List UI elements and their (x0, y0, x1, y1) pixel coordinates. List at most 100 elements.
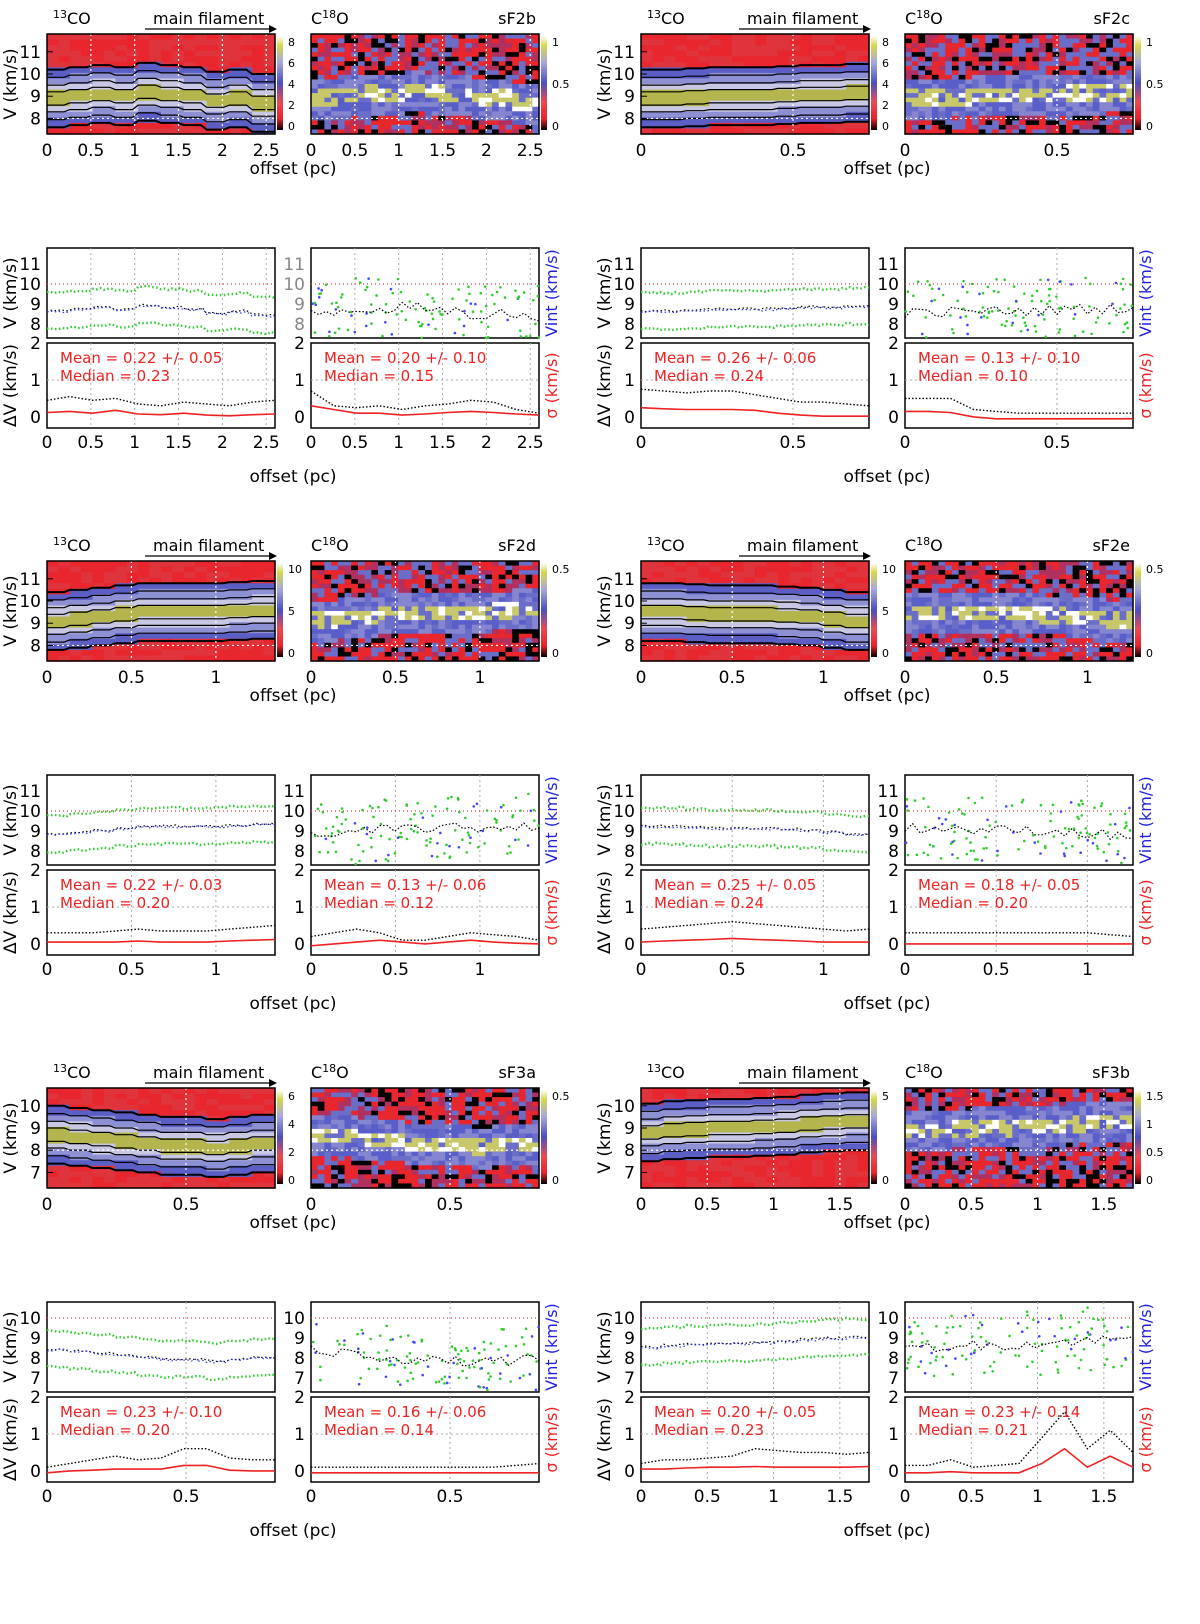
pv-cell (263, 50, 276, 57)
pv-cell (992, 47, 1000, 53)
pv-cell (525, 129, 533, 135)
pv-cell (445, 647, 453, 653)
pv-cell (378, 638, 386, 644)
pv-cell (1065, 106, 1074, 112)
pv-cell (1065, 129, 1074, 135)
pv-cell (1052, 106, 1060, 112)
pv-cell (755, 588, 767, 595)
v-scatter-point (435, 855, 439, 859)
pv-cell (1079, 588, 1087, 594)
pv-cell (465, 106, 473, 112)
pv-cell (364, 79, 372, 85)
pv-cell (698, 50, 710, 57)
pv-cell (229, 45, 242, 52)
pv-cell (92, 95, 105, 102)
pv-cell (525, 102, 533, 108)
pv-cell (431, 574, 440, 580)
pv-cell (958, 574, 966, 580)
ylabel-pv: V (km/s) (1, 48, 21, 119)
pv-cell (1112, 111, 1121, 117)
pv-cell (505, 93, 513, 99)
v-scatter-point (450, 795, 453, 799)
pv-cell (1019, 570, 1027, 576)
pv-cell (263, 594, 276, 601)
pv-cell (972, 129, 980, 135)
pv-cell (324, 56, 332, 62)
pv-cell (1079, 647, 1087, 653)
pv-cell (206, 627, 219, 634)
v-scatter-point (506, 318, 510, 322)
pv-cell (978, 93, 987, 99)
pv-cell (652, 627, 665, 634)
pv-cell (1052, 606, 1060, 612)
pv-cell (471, 102, 480, 108)
pv-cell (398, 570, 406, 576)
pv-cell (1032, 70, 1040, 76)
pv-cell (1112, 65, 1121, 71)
pv-cell (686, 611, 699, 618)
pv-cell (398, 124, 406, 131)
pv-cell (951, 52, 960, 58)
pv-cell (1005, 102, 1013, 108)
pv-cell (945, 38, 953, 44)
pv-cell (931, 606, 940, 612)
pv-cell (331, 129, 339, 135)
pv-cell (1045, 115, 1054, 121)
pv-cell (384, 620, 393, 626)
v-scatter-point (344, 818, 348, 821)
pv-cell (709, 78, 722, 85)
pv-cell (331, 115, 339, 121)
pv-cell (357, 624, 366, 630)
pv-cell (92, 605, 105, 612)
v-tick-label: 8 (624, 315, 635, 335)
pv-cell (766, 644, 779, 651)
pv-cell (445, 611, 453, 617)
pv-cell (532, 642, 540, 648)
pv-cell (1012, 70, 1020, 76)
pv-cell (445, 620, 453, 626)
right-label-v: Vint (km/s) (542, 249, 561, 337)
x-tick-label: 0.5 (118, 960, 145, 980)
pv-cell (1025, 620, 1034, 626)
pv-cell (357, 61, 366, 67)
pv-cell (364, 624, 372, 630)
pv-cell (925, 633, 933, 639)
pv-cell (789, 89, 802, 96)
pv-cell (905, 84, 913, 90)
pv-cell (978, 601, 987, 608)
pv-cell (471, 588, 480, 594)
pv-cell (478, 129, 486, 135)
pv-cell (411, 34, 419, 40)
pv-cell (344, 120, 352, 126)
pv-cell (532, 93, 540, 99)
v-scatter-point (475, 802, 479, 806)
pv-cell (743, 561, 756, 568)
pv-cell (925, 129, 933, 135)
pv-cell (857, 95, 870, 102)
pv-cell (911, 583, 920, 589)
pv-cell (985, 629, 993, 635)
pv-cell (1099, 84, 1107, 90)
x-tick-label: 1.5 (165, 141, 192, 161)
pv-cell (777, 128, 790, 135)
pv-cell (398, 102, 406, 108)
v-scatter-point (486, 335, 490, 339)
pv-cell (905, 61, 913, 67)
pv-cell (985, 615, 993, 621)
pv-cell (458, 84, 466, 90)
pv-cell (161, 89, 173, 96)
pv-cell (698, 599, 710, 607)
pv-cell (720, 78, 733, 85)
dv-tick-label: 0 (888, 408, 899, 428)
v-scatter-point (477, 845, 480, 849)
pv-cell (663, 84, 676, 91)
pv-cell (229, 572, 242, 579)
pv-cell (218, 616, 230, 623)
pv-cell (229, 611, 242, 618)
pv-cell (958, 124, 966, 131)
pv-cell (978, 111, 987, 117)
pv-cell (378, 647, 386, 653)
pv-cell (857, 72, 870, 80)
pv-cell (800, 566, 813, 573)
pv-cell (532, 615, 540, 621)
